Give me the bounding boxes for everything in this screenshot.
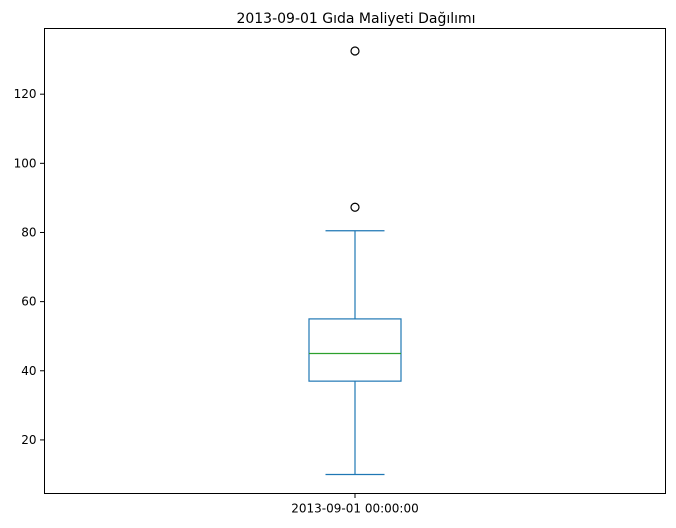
y-tick-label: 120 bbox=[14, 87, 37, 101]
y-tick-label: 40 bbox=[21, 364, 36, 378]
outlier-point bbox=[350, 46, 360, 56]
plot-frame bbox=[44, 28, 666, 494]
iqr-box bbox=[308, 318, 402, 382]
x-tick-label: 2013-09-01 00:00:00 bbox=[291, 502, 418, 516]
y-tick-label: 20 bbox=[21, 433, 36, 447]
y-tick-label: 80 bbox=[21, 225, 36, 239]
y-tick-label: 60 bbox=[21, 295, 36, 309]
chart-title: 2013-09-01 Gıda Maliyeti Dağılımı bbox=[236, 11, 475, 27]
y-tick-label: 100 bbox=[14, 156, 37, 170]
outlier-point bbox=[350, 202, 360, 212]
